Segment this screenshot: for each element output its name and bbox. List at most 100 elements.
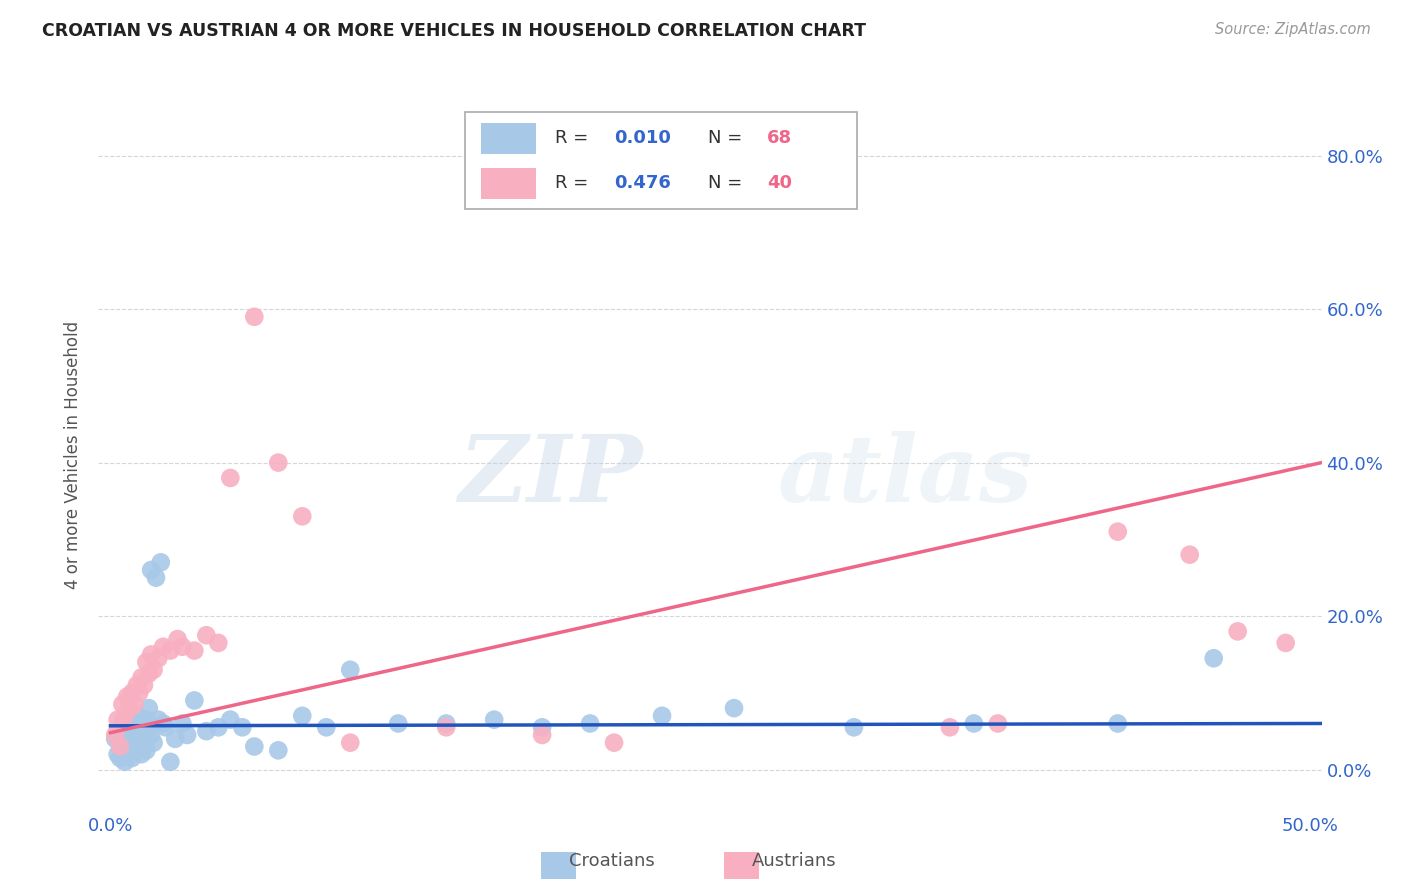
Point [339,736,361,750]
Point [531,728,554,742]
Point [114,739,136,754]
Point [104,728,127,742]
Point [111,716,134,731]
Point [131,747,153,761]
Point [145,571,167,585]
Point [115,713,138,727]
Point [128,686,150,700]
Text: Austrians: Austrians [752,852,837,870]
Point [138,720,160,734]
Point [231,720,253,734]
Text: Croatians: Croatians [569,852,654,870]
Point [135,655,157,669]
Point [219,713,242,727]
Point [118,724,141,739]
Point [148,651,170,665]
Point [118,736,141,750]
Point [138,701,160,715]
Point [842,720,865,734]
Point [141,563,163,577]
Point [165,731,187,746]
Point [939,720,962,734]
Point [124,698,146,712]
Point [114,720,136,734]
Point [152,716,174,731]
Point [172,716,194,731]
Point [207,636,229,650]
Point [104,731,127,746]
Text: atlas: atlas [778,432,1032,521]
Point [118,743,141,757]
Point [114,755,136,769]
Point [339,663,361,677]
Point [125,708,148,723]
Point [1107,524,1129,539]
Point [149,555,172,569]
Point [291,708,314,723]
Point [963,716,986,731]
Point [315,720,337,734]
Point [115,690,138,704]
Point [675,149,697,163]
Point [1202,651,1225,665]
Point [138,666,160,681]
Point [128,724,150,739]
Point [135,713,157,727]
Point [387,716,409,731]
Point [434,716,457,731]
Point [482,713,505,727]
Point [183,643,205,657]
Point [141,728,163,742]
Point [434,720,457,734]
Point [111,698,134,712]
Point [579,716,602,731]
Point [124,716,146,731]
Point [159,755,181,769]
Point [243,310,266,324]
Point [651,708,673,723]
Point [108,739,131,754]
Point [114,708,136,723]
Point [166,632,188,646]
Point [987,716,1010,731]
Point [125,731,148,746]
Point [142,663,165,677]
Point [267,456,290,470]
Point [142,736,165,750]
Text: CROATIAN VS AUSTRIAN 4 OR MORE VEHICLES IN HOUSEHOLD CORRELATION CHART: CROATIAN VS AUSTRIAN 4 OR MORE VEHICLES … [42,22,866,40]
Text: Source: ZipAtlas.com: Source: ZipAtlas.com [1215,22,1371,37]
Point [195,724,218,739]
Point [603,736,626,750]
Point [207,720,229,734]
Point [124,728,146,742]
Point [1274,636,1296,650]
Point [159,643,181,657]
Point [267,743,290,757]
Point [291,509,314,524]
Point [243,739,266,754]
Point [132,739,155,754]
Point [195,628,218,642]
Point [108,736,131,750]
Point [172,640,194,654]
Point [1226,624,1249,639]
Point [1107,716,1129,731]
Point [115,747,138,761]
Point [1178,548,1201,562]
Point [148,713,170,727]
Point [108,751,131,765]
Point [125,678,148,692]
Point [131,716,153,731]
Point [128,736,150,750]
Point [723,701,745,715]
Point [111,743,134,757]
Point [219,471,242,485]
Text: ZIP: ZIP [458,432,643,521]
Point [531,720,554,734]
Point [132,728,155,742]
Point [121,686,143,700]
Point [152,640,174,654]
Point [121,720,143,734]
Point [132,678,155,692]
Y-axis label: 4 or more Vehicles in Household: 4 or more Vehicles in Household [65,321,83,589]
